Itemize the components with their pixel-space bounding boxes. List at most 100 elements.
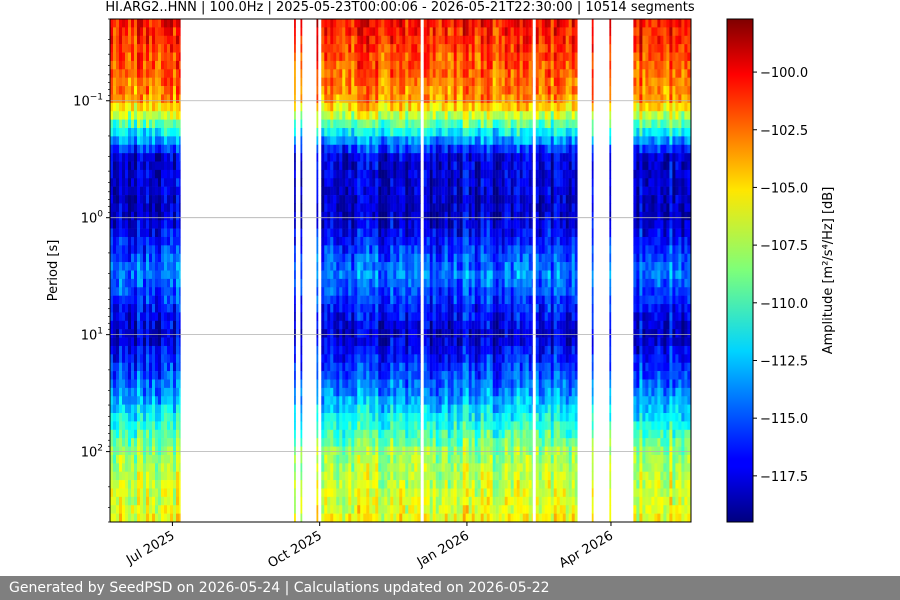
- heat-cell: [429, 513, 433, 523]
- heat-cell: [116, 169, 120, 179]
- heat-cell: [345, 354, 349, 364]
- heat-cell: [173, 19, 177, 28]
- heat-cell: [369, 396, 373, 405]
- heat-cell: [351, 94, 355, 104]
- heat-cell: [366, 387, 370, 397]
- heat-cell: [345, 454, 349, 464]
- heat-cell: [161, 505, 165, 514]
- heat-cell: [339, 371, 343, 380]
- heat-cell: [294, 186, 296, 196]
- heat-cell: [375, 278, 379, 288]
- heat-cell: [131, 186, 135, 196]
- heat-cell: [143, 488, 147, 498]
- heat-cell: [119, 195, 123, 204]
- heat-cell: [327, 211, 331, 221]
- heat-cell: [128, 446, 132, 456]
- heat-cell: [140, 513, 144, 523]
- heat-cell: [327, 69, 331, 78]
- heat-cell: [116, 320, 120, 330]
- heat-cell: [405, 195, 409, 204]
- heat-cell: [384, 228, 388, 238]
- heat-cell: [402, 27, 406, 37]
- heat-cell: [453, 345, 457, 355]
- heat-cell: [113, 463, 117, 472]
- heat-cell: [411, 186, 415, 196]
- heat-cell: [336, 513, 340, 523]
- heat-cell: [402, 505, 406, 514]
- heat-cell: [480, 153, 484, 162]
- heat-cell: [402, 94, 406, 104]
- heat-cell: [351, 220, 355, 229]
- heat-cell: [167, 312, 171, 322]
- heat-cell: [110, 404, 114, 414]
- heat-cell: [396, 312, 400, 322]
- heat-cell: [110, 161, 114, 171]
- heat-cell: [459, 345, 463, 355]
- heat-cell: [363, 102, 367, 112]
- heat-cell: [131, 19, 135, 28]
- heat-cell: [294, 102, 296, 112]
- heat-cell: [119, 262, 123, 271]
- heat-cell: [390, 295, 394, 305]
- heat-cell: [348, 136, 352, 146]
- heat-cell: [360, 119, 364, 129]
- heat-cell: [146, 337, 150, 347]
- heat-cell: [173, 236, 177, 246]
- heat-cell: [125, 35, 129, 45]
- heat-cell: [453, 86, 457, 95]
- heat-cell: [468, 278, 472, 288]
- heat-cell: [321, 136, 325, 146]
- heat-cell: [339, 463, 343, 472]
- heat-cell: [381, 413, 385, 422]
- heat-cell: [179, 413, 181, 422]
- heat-cell: [486, 60, 490, 70]
- heat-cell: [408, 262, 412, 271]
- heat-cell: [164, 421, 168, 431]
- heat-cell: [381, 86, 385, 95]
- heat-cell: [471, 304, 475, 313]
- heat-cell: [423, 186, 427, 196]
- heat-cell: [345, 471, 349, 481]
- heat-cell: [468, 86, 472, 95]
- heat-cell: [354, 429, 358, 439]
- heat-cell: [417, 379, 421, 389]
- heat-cell: [366, 228, 370, 238]
- heat-cell: [369, 119, 373, 129]
- heat-cell: [465, 161, 469, 171]
- heat-cell: [459, 69, 463, 78]
- heat-cell: [300, 345, 303, 355]
- heat-cell: [116, 295, 120, 305]
- heat-cell: [429, 505, 433, 514]
- heat-cell: [402, 438, 406, 447]
- heat-cell: [411, 178, 415, 187]
- heat-cell: [411, 153, 415, 162]
- heat-cell: [426, 371, 430, 380]
- heat-cell: [462, 136, 466, 146]
- heat-cell: [483, 35, 487, 45]
- heat-cell: [396, 505, 400, 514]
- heat-cell: [447, 69, 451, 78]
- heat-cell: [450, 19, 454, 28]
- heat-cell: [158, 345, 162, 355]
- heat-cell: [125, 513, 129, 523]
- heat-cell: [164, 127, 168, 137]
- heat-cell: [342, 354, 346, 364]
- heat-cell: [140, 488, 144, 498]
- heat-cell: [378, 27, 382, 37]
- heat-cell: [465, 86, 469, 95]
- heat-cell: [405, 270, 409, 280]
- heat-cell: [158, 236, 162, 246]
- heat-cell: [480, 304, 484, 313]
- heat-cell: [417, 27, 421, 37]
- heat-cell: [342, 371, 346, 380]
- heat-cell: [465, 111, 469, 120]
- heat-cell: [128, 44, 132, 53]
- heat-cell: [432, 295, 436, 305]
- heat-cell: [384, 513, 388, 523]
- heat-cell: [158, 245, 162, 255]
- heat-cell: [152, 287, 156, 296]
- heat-cell: [131, 144, 135, 154]
- heat-cell: [375, 144, 379, 154]
- heat-cell: [447, 169, 451, 179]
- heat-cell: [167, 169, 171, 179]
